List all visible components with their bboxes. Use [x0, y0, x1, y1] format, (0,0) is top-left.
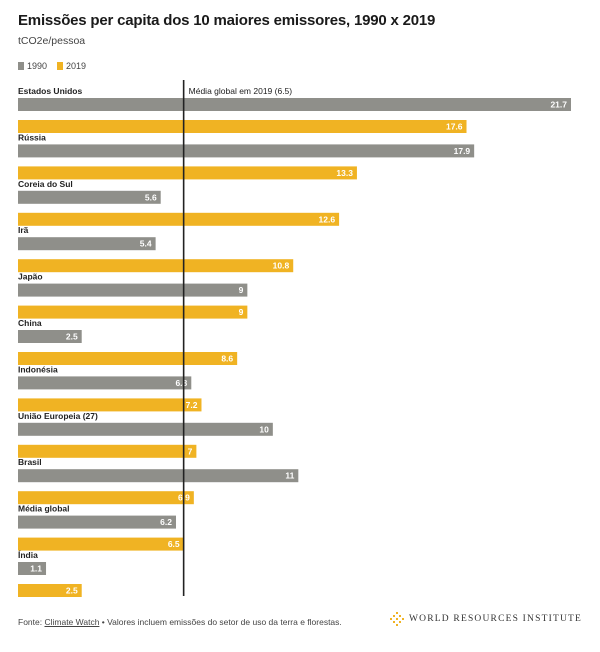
data-label-2019: 7.2 [186, 400, 198, 410]
bar-2019 [18, 352, 238, 365]
data-label-2019: 9 [239, 307, 244, 317]
source-link[interactable]: Climate Watch [44, 617, 100, 627]
category-label: Rússia [18, 132, 46, 142]
data-label-1990: 6.2 [160, 517, 172, 527]
bar-2019 [18, 305, 248, 319]
data-label-1990: 17.9 [454, 146, 471, 156]
bar-2019 [18, 584, 82, 597]
bar-1990 [18, 515, 176, 529]
data-label-2019: 17.6 [446, 122, 463, 132]
data-label-1990: 21.7 [550, 100, 567, 110]
data-label-2019: 13.3 [336, 168, 353, 178]
data-label-1990: 5.6 [145, 192, 157, 202]
bar-2019 [18, 491, 194, 505]
reference-line-label: Média global em 2019 (6.5) [189, 86, 293, 96]
data-label-1990: 5.4 [140, 239, 152, 249]
category-label: Irã [18, 225, 29, 235]
bar-1990 [18, 562, 47, 575]
bar-2019 [18, 444, 197, 458]
legend-swatch-2019 [57, 62, 64, 70]
data-label-2019: 10.8 [273, 261, 290, 271]
category-label: Estados Unidos [18, 86, 83, 96]
data-label-2019: 6.5 [168, 539, 180, 549]
data-label-2019: 7 [188, 446, 193, 456]
bar-1990 [18, 237, 156, 251]
legend: 1990 2019 [18, 61, 86, 71]
legend-label-2019: 2019 [66, 61, 87, 71]
data-label-1990: 9 [239, 285, 244, 295]
wri-logo-icon [390, 612, 404, 626]
bar-1990 [18, 144, 475, 158]
bar-1990 [18, 98, 571, 111]
bar-chart: Estados Unidos 21.7 17.6 Rússia 17.9 13.3 Core… [18, 80, 571, 597]
bar-1990 [18, 330, 82, 343]
bar-1990 [18, 283, 248, 297]
chart-title: Emissões per capita dos 10 maiores emiss… [18, 12, 436, 29]
category-label: União Europeia (27) [18, 411, 98, 421]
category-label: Indonésia [18, 364, 58, 374]
bar-2019 [18, 120, 467, 133]
legend-swatch-1990 [18, 62, 24, 70]
bar-1990 [18, 376, 192, 390]
data-label-1990: 10 [259, 424, 269, 434]
bar-1990 [18, 422, 273, 436]
category-label: Japão [18, 272, 43, 282]
bar-2019 [18, 398, 202, 412]
bar-2019 [18, 259, 294, 273]
category-label: Brasil [18, 457, 42, 467]
data-label-1990: 6.8 [175, 378, 187, 388]
legend-label-1990: 1990 [27, 61, 48, 71]
source-prefix: Fonte: [18, 617, 45, 627]
legend-item-1990: 1990 [18, 61, 47, 71]
data-label-2019: 2.5 [66, 586, 78, 596]
category-label: China [18, 318, 42, 328]
data-label-1990: 1.1 [30, 564, 42, 574]
data-label-2019: 8.6 [221, 354, 233, 364]
source-note-text: • Valores incluem emissões do setor de u… [99, 617, 342, 627]
category-label: Média global [18, 504, 69, 514]
source-note: Fonte: Climate Watch • Valores incluem e… [18, 617, 342, 627]
data-label-1990: 2.5 [66, 332, 78, 342]
bar-1990 [18, 190, 161, 204]
category-label: Índia [18, 550, 38, 560]
data-label-2019: 12.6 [319, 214, 336, 224]
bar-2019 [18, 537, 184, 551]
wri-brand: WORLD RESOURCES INSTITUTE [390, 612, 582, 626]
bar-2019 [18, 166, 357, 180]
brand-name: WORLD RESOURCES INSTITUTE [409, 614, 583, 624]
bar-2019 [18, 212, 340, 226]
chart-unit: tCO2e/pessoa [18, 35, 86, 47]
bar-1990 [18, 469, 299, 483]
data-label-1990: 11 [285, 471, 294, 481]
category-label: Coreia do Sul [18, 179, 73, 189]
legend-item-2019: 2019 [57, 61, 86, 71]
